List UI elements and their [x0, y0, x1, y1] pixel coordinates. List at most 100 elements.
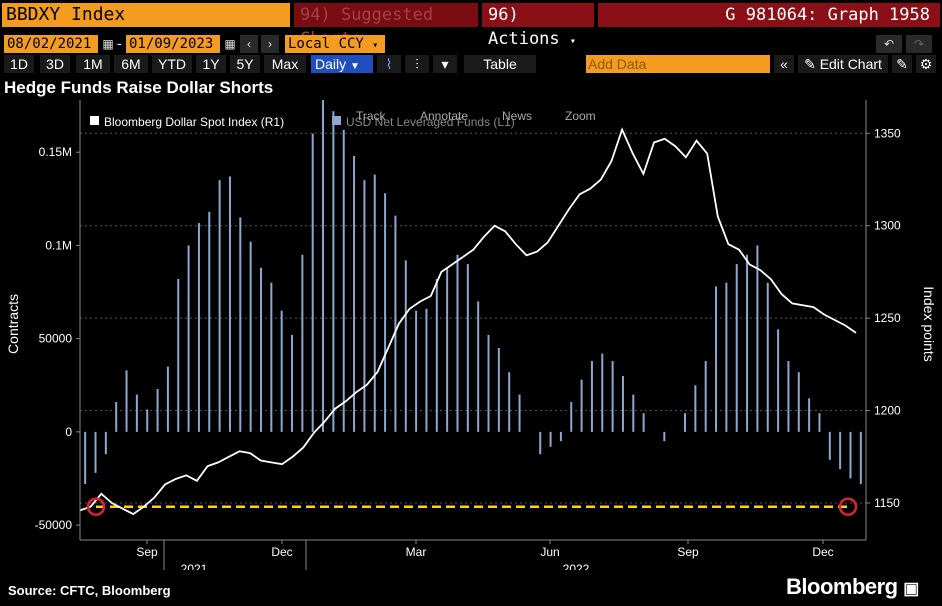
bar: [94, 431, 97, 473]
ticker-field[interactable]: BBDXY Index: [2, 3, 290, 27]
actions-label: 96) Actions: [488, 5, 560, 49]
calendar-icon[interactable]: ▦: [221, 35, 239, 53]
calendar-icon[interactable]: ▦: [99, 35, 117, 53]
x-tick-label: Sep: [136, 545, 158, 559]
bar: [611, 361, 614, 432]
bar: [508, 372, 511, 432]
left-axis-label: Contracts: [5, 294, 21, 354]
bar: [146, 409, 149, 432]
range-3d[interactable]: 3D: [40, 55, 70, 73]
line-series: [79, 127, 857, 516]
annotate-tool[interactable]: Annotate: [420, 109, 468, 123]
range-1y[interactable]: 1Y: [196, 55, 226, 73]
period-select[interactable]: Daily ▼: [311, 55, 373, 73]
zoom-tool[interactable]: Zoom: [565, 109, 596, 123]
bar: [394, 215, 397, 432]
bar: [249, 241, 252, 432]
bar: [342, 129, 345, 432]
redo-icon[interactable]: ↷: [906, 35, 932, 53]
actions-menu[interactable]: 96) Actions ▾: [482, 3, 594, 49]
bar: [632, 394, 635, 432]
bar: [373, 174, 376, 432]
undo-icon[interactable]: ↶: [876, 35, 902, 53]
legend-bar-label: USD Net Leveraged Funds (L1): [346, 115, 515, 129]
left-tick-label: 0: [65, 425, 72, 439]
range-max[interactable]: Max: [264, 55, 306, 73]
bar: [477, 301, 480, 432]
title-bar: BBDXY Index 94) Suggested Charts 96) Act…: [0, 0, 942, 49]
line-chart-icon[interactable]: ⌇: [377, 55, 401, 73]
left-tick-label: 50000: [39, 332, 73, 346]
settings-icon[interactable]: ⚙: [916, 55, 936, 73]
currency-select[interactable]: Local CCY ▾: [285, 35, 385, 53]
range-ytd[interactable]: YTD: [152, 55, 192, 73]
bar: [104, 431, 107, 455]
bar: [177, 278, 180, 432]
bar: [590, 361, 593, 432]
bar: [280, 310, 283, 432]
right-tick-label: 1200: [874, 404, 901, 418]
bar: [239, 217, 242, 432]
bar: [642, 413, 645, 432]
chevron-down-icon[interactable]: ▾: [433, 55, 457, 73]
legend-line-swatch: [90, 116, 99, 125]
suggested-charts-button[interactable]: 94) Suggested Charts: [294, 3, 478, 49]
edit-chart-label: Edit Chart: [819, 56, 882, 72]
edit-icon[interactable]: ✎: [892, 55, 912, 73]
camera-icon[interactable]: ▣: [903, 579, 919, 598]
bar: [549, 431, 552, 447]
bloomberg-logo: Bloomberg ▣: [786, 574, 919, 600]
marker-circle: [838, 497, 858, 516]
edit-chart-button[interactable]: ✎ Edit Chart: [798, 55, 888, 73]
left-axis: -50000 0 50000 0.1M 0.15M: [35, 100, 81, 540]
bar: [601, 353, 604, 432]
bar: [735, 264, 738, 432]
bar: [135, 394, 138, 432]
bar: [311, 133, 314, 432]
candlestick-icon[interactable]: ⫶: [405, 55, 429, 73]
legend-bar-swatch: [332, 116, 341, 125]
prev-arrow-icon[interactable]: ‹: [240, 35, 258, 53]
add-data-input[interactable]: Add Data: [586, 55, 770, 73]
bar: [487, 334, 490, 432]
next-arrow-icon[interactable]: ›: [261, 35, 279, 53]
bar: [694, 385, 697, 432]
bar: [425, 308, 428, 432]
bar: [456, 254, 459, 432]
bar: [156, 388, 159, 432]
range-6m[interactable]: 6M: [114, 55, 148, 73]
bar: [839, 431, 842, 470]
bar-series: [84, 100, 862, 485]
bar: [684, 413, 687, 432]
range-1m[interactable]: 1M: [76, 55, 110, 73]
right-tick-label: 1250: [874, 311, 901, 325]
start-date-input[interactable]: 08/02/2021: [4, 35, 98, 53]
collapse-icon[interactable]: «: [774, 55, 794, 73]
range-5y[interactable]: 5Y: [230, 55, 260, 73]
period-label: Daily: [315, 56, 347, 72]
bar: [363, 180, 366, 432]
table-button[interactable]: Table: [464, 55, 536, 73]
brand-label: Bloomberg: [786, 574, 898, 599]
end-date-input[interactable]: 01/09/2023: [126, 35, 220, 53]
news-tool[interactable]: News: [502, 109, 532, 123]
x-tick-label: Jun: [540, 545, 559, 559]
left-tick-label: -50000: [35, 518, 73, 532]
bar: [663, 431, 666, 442]
currency-label: Local CCY: [288, 36, 364, 52]
gridlines: [80, 132, 866, 504]
legend-line-label: Bloomberg Dollar Spot Index (R1): [104, 115, 284, 129]
bar: [291, 334, 294, 432]
bar: [539, 431, 542, 455]
bar: [384, 193, 387, 432]
source-note: Source: CFTC, Bloomberg: [8, 583, 171, 598]
year-label: 2022: [563, 562, 590, 570]
bar: [725, 282, 728, 432]
range-1d[interactable]: 1D: [4, 55, 34, 73]
bar: [270, 282, 273, 432]
date-toolbar: 08/02/2021 ▦ - 01/09/2023 ▦ ‹ › Local CC…: [0, 33, 942, 55]
right-axis-label: Index points: [921, 286, 937, 362]
bar: [787, 361, 790, 432]
bar: [332, 111, 335, 432]
track-tool[interactable]: Track: [356, 109, 387, 123]
